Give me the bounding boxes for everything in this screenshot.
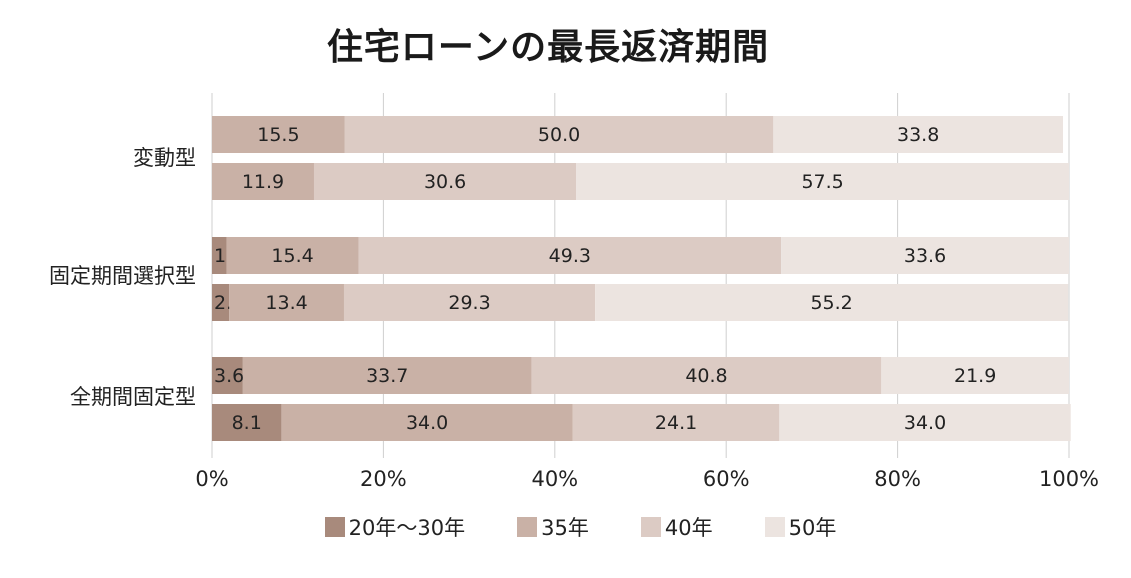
data-label: 3.6 — [214, 365, 244, 387]
bar-segment — [212, 284, 230, 321]
data-label: 8.1 — [232, 412, 262, 434]
legend-swatch-40 — [640, 517, 661, 537]
legend-label-20-30: 20年～30年 — [348, 516, 466, 540]
category-label: 固定期間選択型 — [49, 264, 196, 288]
legend-item-40: 40年 — [640, 512, 713, 542]
bar-segment — [773, 116, 1064, 153]
data-label: 50.0 — [538, 124, 580, 146]
data-label: 33.7 — [366, 365, 408, 387]
bar-segment — [226, 237, 359, 274]
bar-segment — [212, 116, 345, 153]
data-label: 15.5 — [257, 124, 299, 146]
data-label: 11.9 — [242, 171, 284, 193]
data-label: 40.8 — [685, 365, 727, 387]
x-tick-label: 60% — [703, 467, 750, 491]
bar-segment — [344, 116, 774, 153]
chart-title: 住宅ローンの最長返済期間 — [326, 27, 770, 68]
bar-segment — [572, 404, 780, 441]
bar-segment — [212, 237, 227, 274]
legend-item-20-30: 20年～30年 — [324, 512, 466, 542]
bar-segment — [343, 284, 596, 321]
data-label: 57.5 — [801, 171, 843, 193]
x-tick-label: 20% — [360, 467, 407, 491]
bar-segment — [576, 163, 1069, 200]
data-label: 33.8 — [897, 124, 939, 146]
legend-swatch-50 — [764, 517, 785, 537]
legend-label-50: 50年 — [788, 516, 837, 540]
legend-swatch-20-30 — [324, 517, 345, 537]
legend-swatch-35 — [517, 517, 538, 537]
legend-item-35: 35年 — [517, 512, 589, 542]
data-label: 49.3 — [549, 245, 591, 267]
x-tick-label: 40% — [531, 467, 578, 491]
x-tick-label: 100% — [1039, 467, 1099, 491]
bar-segment — [212, 357, 243, 394]
category-label: 全期間固定型 — [70, 385, 196, 409]
data-label: 55.2 — [810, 292, 852, 314]
bar-segment — [595, 284, 1069, 321]
bar-segment — [358, 237, 782, 274]
legend-item-50: 50年 — [764, 512, 837, 542]
legend-label-40: 40年 — [664, 516, 713, 540]
bar-segment — [229, 284, 344, 321]
bar-segment — [212, 163, 314, 200]
bar-segment — [313, 163, 577, 200]
data-label: 24.1 — [655, 412, 697, 434]
data-label: 30.6 — [424, 171, 466, 193]
bar-segment — [212, 404, 282, 441]
bar-segment — [881, 357, 1069, 394]
bar-segment — [779, 404, 1071, 441]
data-label: 21.9 — [954, 365, 996, 387]
legend: 20年～30年 35年 40年 50年 — [0, 512, 1131, 542]
data-label: 34.0 — [904, 412, 946, 434]
bar-segment — [531, 357, 882, 394]
x-tick-label: 80% — [874, 467, 921, 491]
data-label: 15.4 — [271, 245, 313, 267]
category-label: 変動型 — [133, 146, 196, 170]
data-label: 34.0 — [406, 412, 448, 434]
bar-segment — [781, 237, 1069, 274]
x-tick-label: 0% — [195, 467, 228, 491]
data-label: 13.4 — [265, 292, 307, 314]
legend-label-35: 35年 — [541, 516, 589, 540]
data-label: 33.6 — [904, 245, 946, 267]
bar-segment — [242, 357, 532, 394]
bar-segment — [281, 404, 573, 441]
data-label: 29.3 — [448, 292, 490, 314]
